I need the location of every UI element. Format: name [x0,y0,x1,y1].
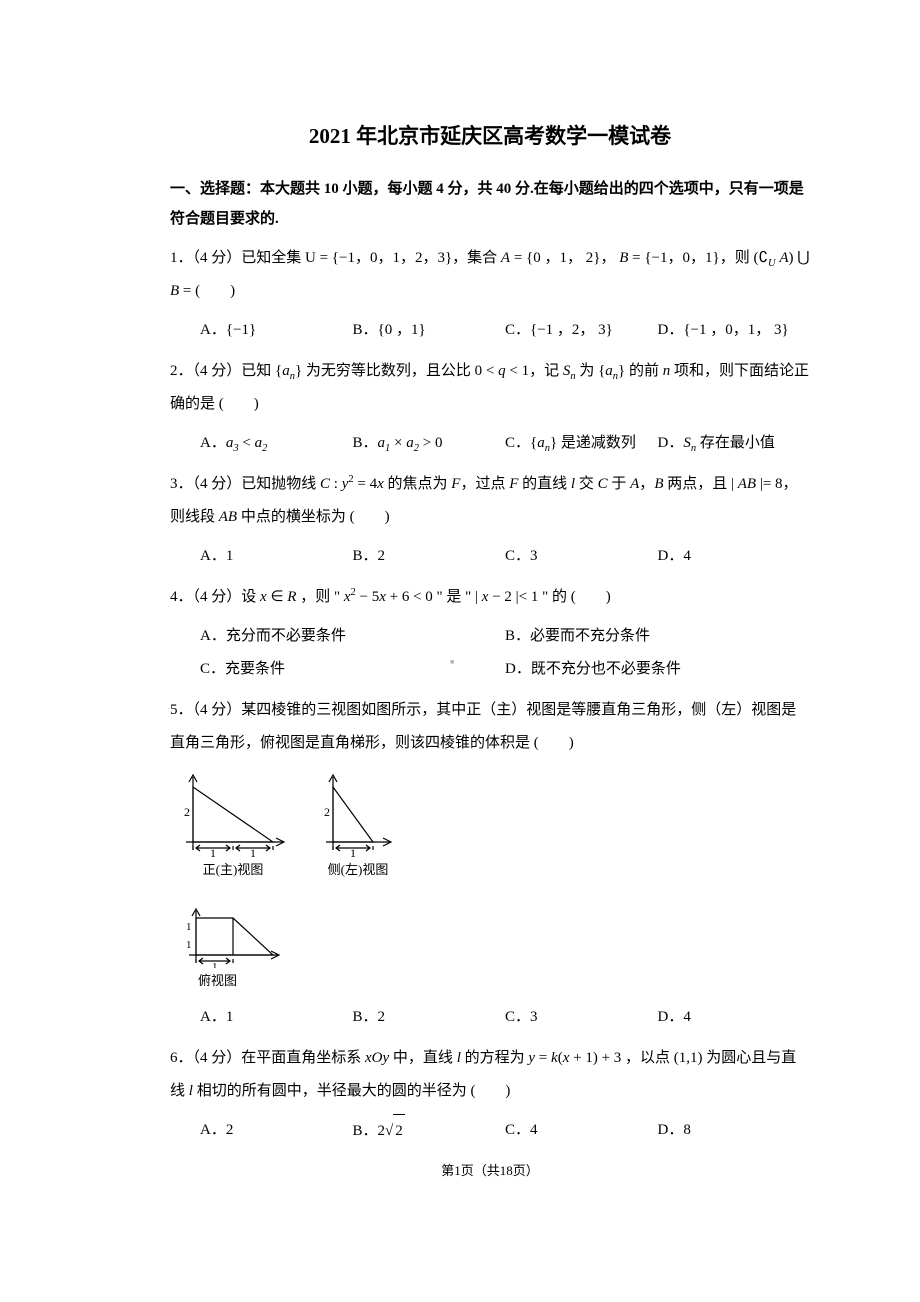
q5-opt-a: A．1 [200,1001,353,1034]
q1-options: A．{−1} B．{0 ，1} C．{−1 ，2， 3} D．{−1 ，0，1，… [170,314,810,347]
diagram-top: 1 1 1 俯视图 [178,908,810,989]
side-view-label: 侧(左)视图 [328,859,389,878]
q2-opt-b: B．a1 × a2 > 0 [353,427,506,460]
q4-opt-b: B．必要而不充分条件 [505,620,810,653]
question-6: 6．（4 分）在平面直角坐标系 xOy 中，直线 l 的方程为 y = k(x … [170,1042,810,1108]
q3-opt-b: B．2 [353,540,506,573]
page-footer: 第1页（共18页） [170,1160,810,1179]
top-s-label: 1 [212,961,218,968]
side-h-label: 2 [324,805,330,819]
question-2: 2．（4 分）已知 {an} 为无穷等比数列，且公比 0 < q < 1，记 S… [170,355,810,421]
q4-opt-a: A．充分而不必要条件 [200,620,505,653]
q6-options: A．2 B．2√2 C．4 D．8 [170,1114,810,1148]
q5-opt-c: C．3 [505,1001,658,1034]
q4-options: A．充分而不必要条件 B．必要而不充分条件 C．充要条件 D．既不充分也不必要条… [170,620,810,686]
q5-options: A．1 B．2 C．3 D．4 [170,1001,810,1034]
top-h2-label: 1 [186,939,192,951]
q5-opt-d: D．4 [658,1001,811,1034]
side-view-svg: 2 1 [318,772,398,857]
page-title: 2021 年北京市延庆区高考数学一模试卷 [170,120,810,150]
q6-opt-d: D．8 [658,1114,811,1148]
side-s-label: 1 [350,846,356,857]
q4-opt-d: D．既不充分也不必要条件 [505,653,810,686]
q2-opt-d: D．Sn 存在最小值 [658,427,811,460]
top-h1-label: 1 [186,921,192,933]
front-s1-label: 1 [210,846,216,857]
front-s2-label: 1 [250,846,256,857]
section-header: 一、选择题：本大题共 10 小题，每小题 4 分，共 40 分.在每小题给出的四… [170,174,810,234]
front-h-label: 2 [184,805,190,819]
question-4: 4．（4 分）设 x ∈ R ，则 " x2 − 5x + 6 < 0 " 是 … [170,581,810,614]
q5-diagrams: 2 1 1 正(主)视图 2 1 侧(左)视图 [170,772,810,989]
top-view-svg: 1 1 1 [178,908,288,968]
watermark: ■ [450,658,455,666]
q3-opt-a: A．1 [200,540,353,573]
q1-opt-a: A．{−1} [200,314,353,347]
q2-options: A．a3 < a2 B．a1 × a2 > 0 C．{an} 是递减数列 D．S… [170,427,810,460]
q4-opt-c: C．充要条件 [200,653,505,686]
front-view-svg: 2 1 1 [178,772,288,857]
q1-opt-c: C．{−1 ，2， 3} [505,314,658,347]
top-view-label: 俯视图 [198,970,237,989]
q2-opt-a: A．a3 < a2 [200,427,353,460]
diagram-side: 2 1 侧(左)视图 [318,772,398,878]
q1-opt-b: B．{0 ，1} [353,314,506,347]
question-3: 3．（4 分）已知抛物线 C : y2 = 4x 的焦点为 F，过点 F 的直线… [170,468,810,534]
front-view-label: 正(主)视图 [203,859,264,878]
q6-opt-b: B．2√2 [353,1114,506,1148]
q3-opt-c: C．3 [505,540,658,573]
q1-opt-d: D．{−1 ，0，1， 3} [658,314,811,347]
q5-opt-b: B．2 [353,1001,506,1034]
question-5: 5．（4 分）某四棱锥的三视图如图所示，其中正（主）视图是等腰直角三角形，侧（左… [170,694,810,760]
q3-options: A．1 B．2 C．3 D．4 [170,540,810,573]
diagram-front: 2 1 1 正(主)视图 [178,772,288,878]
q1-stem-prefix: 1．（4 分）已知全集 [170,250,305,266]
q2-opt-c: C．{an} 是递减数列 [505,427,658,460]
q6-opt-c: C．4 [505,1114,658,1148]
q6-opt-a: A．2 [200,1114,353,1148]
question-1: 1．（4 分）已知全集 U = {−1，0，1，2，3}，集合 A = {0 ，… [170,242,810,308]
q3-opt-d: D．4 [658,540,811,573]
